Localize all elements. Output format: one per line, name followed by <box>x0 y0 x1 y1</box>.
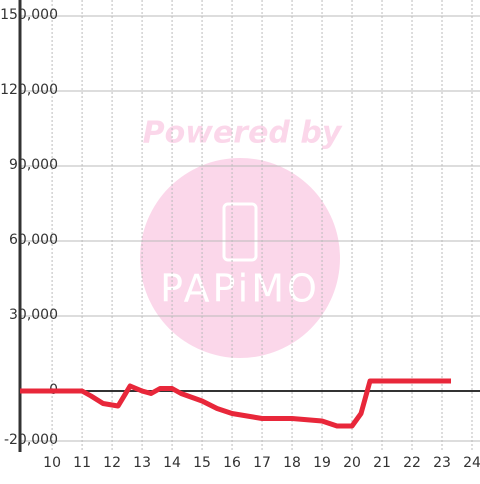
y-tick-label: 60,000 <box>9 232 58 248</box>
y-tick-label: 120,000 <box>0 82 58 98</box>
x-tick-label: 14 <box>163 455 181 471</box>
x-tick-label: 15 <box>193 455 211 471</box>
y-tick-label: 30,000 <box>9 307 58 323</box>
y-tick-label: 150,000 <box>0 7 58 23</box>
x-tick-label: 20 <box>343 455 361 471</box>
x-tick-label: 24 <box>463 455 480 471</box>
x-tick-label: 19 <box>313 455 331 471</box>
x-tick-label: 16 <box>223 455 241 471</box>
watermark: Powered by PAPiMO <box>140 116 343 358</box>
data-line <box>20 378 452 429</box>
y-tick-label: 90,000 <box>9 157 58 173</box>
x-tick-label: 21 <box>373 455 391 471</box>
x-tick-label: 23 <box>433 455 451 471</box>
x-tick-label: 11 <box>73 455 91 471</box>
x-tick-label: 10 <box>43 455 61 471</box>
watermark-text: Powered by <box>143 116 343 151</box>
x-tick-label: 17 <box>253 455 271 471</box>
x-tick-label: 12 <box>103 455 121 471</box>
watermark-logo: PAPiMO <box>160 267 320 311</box>
x-tick-label: 13 <box>133 455 151 471</box>
x-tick-label: 22 <box>403 455 421 471</box>
x-tick-label: 18 <box>283 455 301 471</box>
watermark-phone <box>222 202 258 262</box>
y-tick-label: -20,000 <box>4 432 58 448</box>
watermark-circle <box>140 158 340 358</box>
